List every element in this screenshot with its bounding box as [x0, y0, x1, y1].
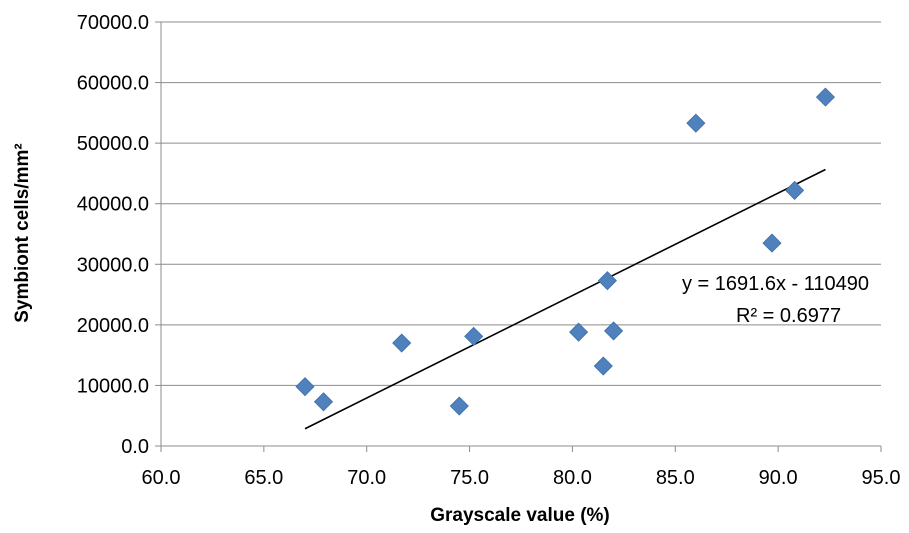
y-tick-label: 50000.0 [77, 133, 149, 155]
data-point-12 [815, 87, 836, 107]
x-axis-tick-labels: 60.0 65.0 70.0 75.0 80.0 85.0 90.0 95.0 [142, 467, 901, 489]
linear-trendline [304, 168, 826, 430]
y-axis-tick-labels: 0.0 10000.0 20000.0 30000.0 40000.0 50000.0 60… [77, 12, 149, 458]
data-point-7 [597, 271, 617, 291]
data-point-8 [604, 321, 624, 341]
data-point-3 [449, 396, 469, 416]
x-tick-label: 70.0 [347, 467, 386, 489]
y-tick-label: 0.0 [121, 436, 149, 458]
trendline-layer [304, 168, 826, 430]
data-point-10 [762, 233, 782, 253]
y-tick-label: 20000.0 [77, 315, 149, 337]
y-axis-title: Symbiont cells/mm² [12, 143, 33, 323]
data-point-5 [569, 322, 589, 342]
data-point-2 [392, 333, 412, 353]
x-tick-label: 75.0 [450, 467, 489, 489]
y-tick-label: 30000.0 [77, 254, 149, 276]
gridlines [161, 21, 881, 386]
data-point-9 [686, 113, 706, 133]
x-tick-label: 65.0 [244, 467, 283, 489]
y-tick-label: 60000.0 [77, 73, 149, 95]
axes [155, 21, 882, 452]
trendline-equation: y = 1691.6x - 110490 [682, 273, 869, 295]
x-tick-label: 85.0 [656, 467, 695, 489]
x-tick-label: 80.0 [553, 467, 592, 489]
data-points [295, 87, 836, 416]
x-tick-label: 90.0 [759, 467, 798, 489]
data-point-11 [785, 180, 805, 200]
x-tick-label: 95.0 [862, 467, 901, 489]
x-axis-title: Grayscale value (%) [430, 505, 610, 526]
data-point-4 [464, 326, 484, 346]
y-tick-label: 40000.0 [77, 194, 149, 216]
data-point-0 [295, 377, 315, 397]
data-point-1 [313, 392, 334, 412]
trendline-r-squared: R² = 0.6977 [736, 305, 841, 327]
data-point-6 [593, 356, 613, 376]
y-tick-label: 70000.0 [77, 12, 149, 34]
y-tick-label: 10000.0 [77, 375, 149, 397]
x-tick-label: 60.0 [142, 467, 181, 489]
